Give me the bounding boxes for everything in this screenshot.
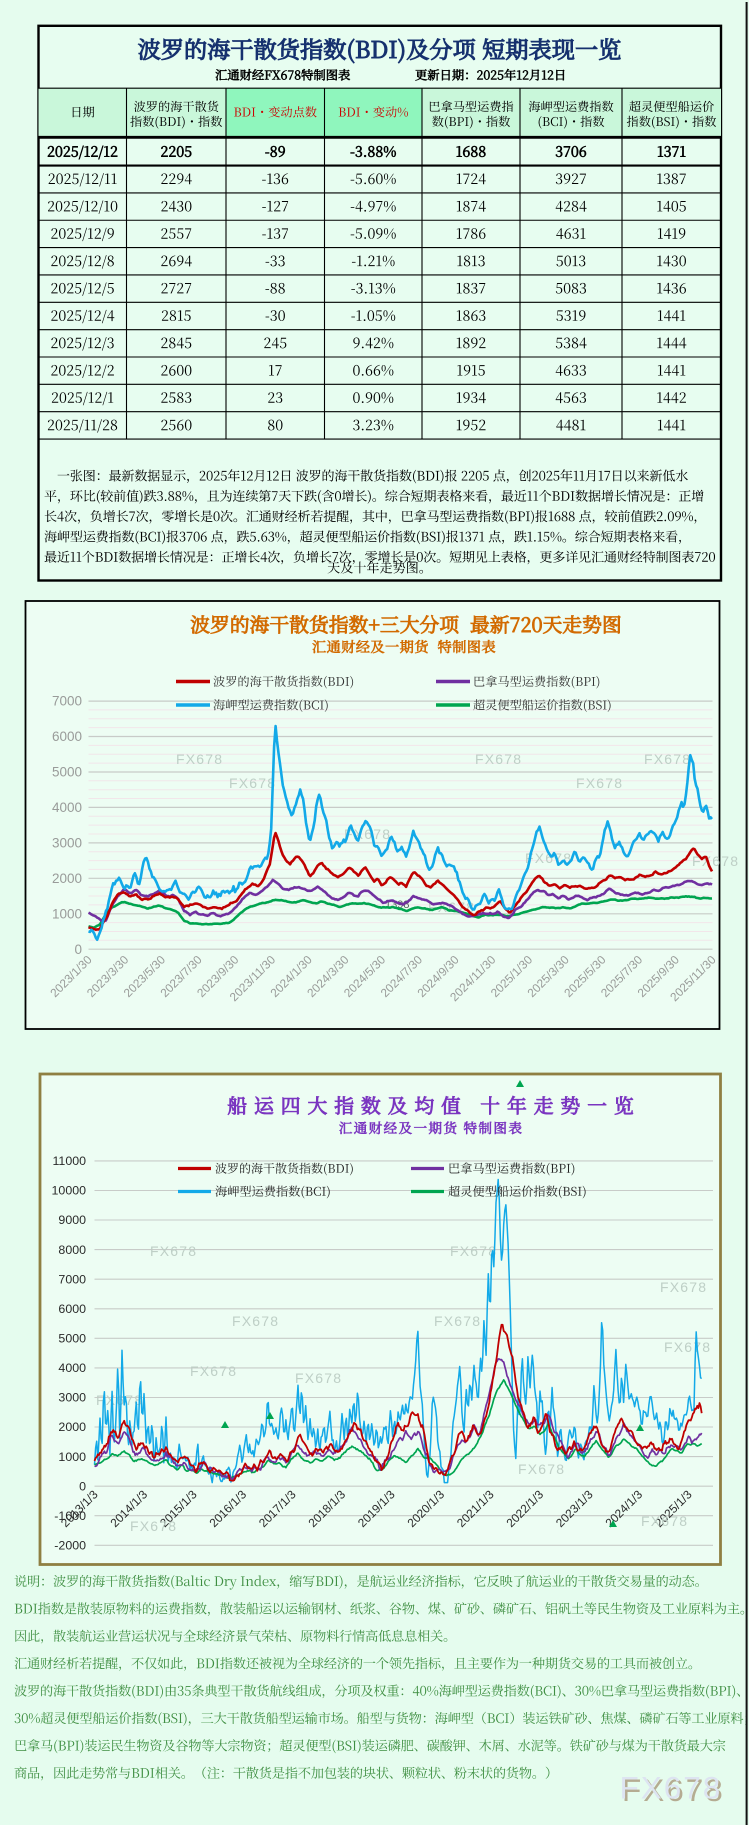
svg-text:9000: 9000 bbox=[58, 1213, 86, 1227]
svg-text:FX678: FX678 bbox=[475, 751, 522, 767]
svg-text:FX678: FX678 bbox=[622, 1772, 725, 1808]
svg-text:FX678: FX678 bbox=[525, 850, 572, 866]
svg-text:FX678: FX678 bbox=[576, 775, 623, 791]
svg-text:FX678: FX678 bbox=[450, 1243, 497, 1259]
svg-text:3000: 3000 bbox=[58, 1391, 86, 1405]
svg-text:4000: 4000 bbox=[58, 1361, 86, 1375]
svg-text:FX678: FX678 bbox=[232, 1313, 279, 1329]
svg-text:7000: 7000 bbox=[52, 694, 82, 709]
svg-text:FX678: FX678 bbox=[620, 1770, 723, 1806]
svg-text:FX678: FX678 bbox=[518, 1461, 565, 1477]
svg-text:FX678: FX678 bbox=[229, 775, 276, 791]
svg-text:5000: 5000 bbox=[58, 1332, 86, 1346]
svg-text:-1000: -1000 bbox=[54, 1509, 86, 1523]
svg-text:6000: 6000 bbox=[52, 729, 82, 744]
svg-text:3000: 3000 bbox=[52, 836, 82, 851]
svg-text:8000: 8000 bbox=[58, 1243, 86, 1257]
svg-text:2000: 2000 bbox=[52, 871, 82, 886]
svg-text:-2000: -2000 bbox=[54, 1539, 86, 1553]
svg-text:1000: 1000 bbox=[58, 1450, 86, 1464]
svg-text:FX678: FX678 bbox=[190, 1363, 237, 1379]
svg-text:FX678: FX678 bbox=[176, 751, 223, 767]
svg-text:11000: 11000 bbox=[52, 1154, 86, 1168]
svg-text:FX678: FX678 bbox=[660, 1279, 707, 1295]
svg-text:0: 0 bbox=[79, 1479, 86, 1493]
svg-text:FX678: FX678 bbox=[130, 1518, 177, 1534]
svg-text:10000: 10000 bbox=[52, 1184, 87, 1198]
svg-text:FX678: FX678 bbox=[434, 1313, 481, 1329]
svg-text:FX678: FX678 bbox=[664, 1339, 711, 1355]
svg-text:FX678: FX678 bbox=[644, 751, 691, 767]
svg-text:5000: 5000 bbox=[52, 765, 82, 780]
svg-text:7000: 7000 bbox=[58, 1272, 86, 1286]
svg-text:FX678: FX678 bbox=[295, 1370, 342, 1386]
svg-text:6000: 6000 bbox=[58, 1302, 86, 1316]
svg-text:2000: 2000 bbox=[58, 1420, 86, 1434]
svg-text:FX678: FX678 bbox=[150, 1243, 197, 1259]
svg-text:0: 0 bbox=[74, 942, 82, 957]
svg-text:FX678: FX678 bbox=[641, 1513, 688, 1529]
svg-text:4000: 4000 bbox=[52, 800, 82, 815]
svg-text:1000: 1000 bbox=[52, 906, 82, 921]
